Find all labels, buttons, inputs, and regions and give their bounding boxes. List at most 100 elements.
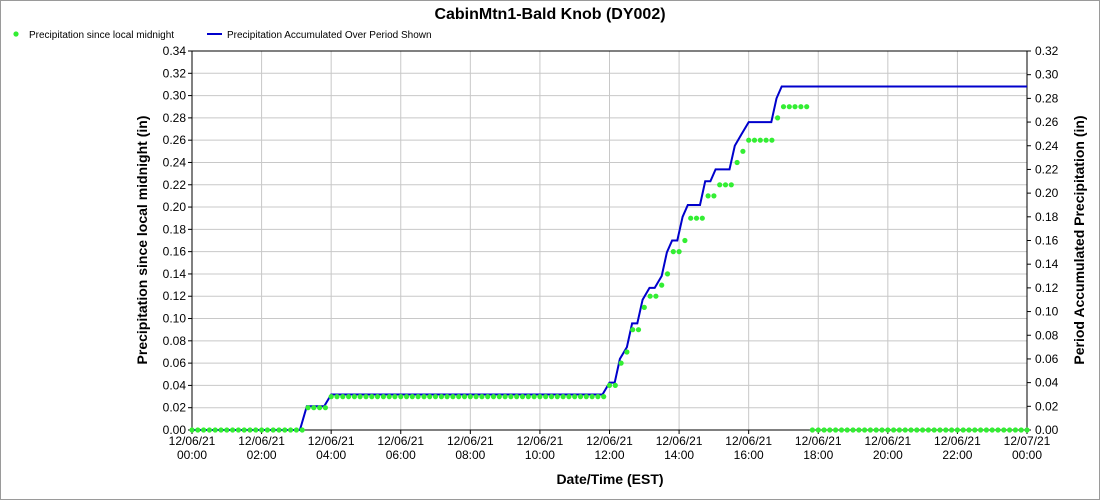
left-tick-label: 0.18: [163, 222, 187, 236]
accumulated-series: [192, 85, 1027, 431]
data-point: [380, 394, 386, 400]
right-tick-label: 0.04: [1035, 376, 1059, 390]
right-tick-label: 0.20: [1035, 186, 1059, 200]
x-tick-time: 00:00: [1012, 448, 1042, 462]
data-point: [432, 394, 439, 400]
data-point: [259, 427, 265, 433]
data-point: [479, 394, 485, 400]
data-point: [931, 427, 937, 433]
data-point: [496, 394, 502, 400]
data-point: [299, 427, 305, 433]
data-point: [925, 427, 932, 433]
legend-swatch-points: [13, 31, 19, 37]
data-point: [288, 427, 294, 433]
data-point: [195, 427, 201, 433]
data-point: [792, 104, 798, 110]
data-point: [954, 427, 961, 433]
data-point: [270, 427, 276, 433]
data-point: [543, 394, 549, 400]
data-point: [699, 215, 705, 221]
data-point: [212, 427, 218, 433]
data-point: [960, 427, 966, 433]
data-point: [409, 394, 415, 400]
data-point: [537, 394, 543, 400]
data-point: [757, 137, 763, 143]
data-point: [780, 104, 787, 110]
left-tick-label: 0.08: [163, 334, 187, 348]
x-axis: 12/06/2100:0012/06/2102:0012/06/2104:001…: [169, 430, 1051, 462]
data-point: [624, 349, 630, 355]
accumulated-line: [192, 85, 1027, 431]
x-tick-date: 12/06/21: [517, 434, 564, 448]
data-point: [659, 282, 665, 288]
x-tick-date: 12/06/21: [795, 434, 842, 448]
x-tick-time: 04:00: [316, 448, 346, 462]
right-tick-label: 0.02: [1035, 399, 1059, 413]
x-tick-time: 20:00: [873, 448, 903, 462]
x-tick-date: 12/06/21: [308, 434, 355, 448]
data-point: [456, 394, 462, 400]
data-point: [1024, 427, 1030, 433]
data-point: [833, 427, 839, 433]
data-point: [653, 293, 659, 299]
data-point: [769, 137, 775, 143]
data-point: [282, 427, 288, 433]
data-point: [682, 237, 688, 244]
data-point: [386, 394, 392, 400]
x-tick-date: 12/06/21: [377, 434, 424, 448]
x-tick-date: 12/06/21: [169, 434, 216, 448]
data-point: [1018, 427, 1024, 433]
data-point: [421, 394, 427, 400]
data-point: [374, 394, 381, 400]
left-tick-label: 0.24: [163, 155, 187, 169]
data-point: [444, 394, 450, 400]
x-tick-time: 02:00: [247, 448, 277, 462]
data-point: [978, 427, 984, 433]
left-tick-label: 0.26: [163, 133, 187, 147]
x-axis-title: Date/Time (EST): [556, 471, 663, 487]
data-point: [473, 394, 479, 400]
data-point: [589, 394, 595, 400]
left-tick-label: 0.04: [163, 378, 187, 392]
data-point: [612, 382, 618, 388]
data-point: [664, 271, 671, 277]
data-point: [230, 427, 236, 433]
data-point: [896, 427, 903, 433]
data-point: [253, 427, 259, 433]
data-point: [914, 427, 920, 433]
right-tick-label: 0.06: [1035, 352, 1059, 366]
data-point: [995, 427, 1001, 433]
data-point: [369, 394, 375, 400]
x-tick-date: 12/06/21: [586, 434, 633, 448]
data-point: [351, 394, 357, 400]
data-point: [340, 394, 346, 400]
data-point: [798, 104, 804, 110]
data-point: [937, 427, 943, 433]
data-point: [949, 427, 955, 433]
data-point: [206, 427, 212, 433]
data-point: [427, 394, 433, 400]
data-point: [305, 405, 311, 411]
data-point: [317, 405, 323, 411]
data-point: [746, 137, 752, 143]
right-tick-label: 0.10: [1035, 305, 1059, 319]
right-tick-label: 0.14: [1035, 257, 1059, 271]
left-tick-label: 0.20: [163, 200, 187, 214]
x-tick-time: 16:00: [734, 448, 764, 462]
data-point: [189, 427, 195, 433]
left-axis-title: Precipitation since local midnight (in): [134, 116, 150, 365]
data-point: [838, 427, 845, 433]
x-tick-time: 18:00: [803, 448, 833, 462]
data-point: [775, 115, 781, 121]
right-tick-label: 0.28: [1035, 91, 1059, 105]
left-tick-label: 0.30: [163, 89, 187, 103]
data-point: [989, 427, 995, 433]
x-tick-time: 00:00: [177, 448, 207, 462]
x-tick-time: 08:00: [455, 448, 485, 462]
data-point: [717, 182, 723, 188]
data-point: [966, 427, 972, 433]
data-point: [641, 304, 647, 310]
data-point: [740, 148, 746, 154]
right-tick-label: 0.32: [1035, 44, 1059, 58]
